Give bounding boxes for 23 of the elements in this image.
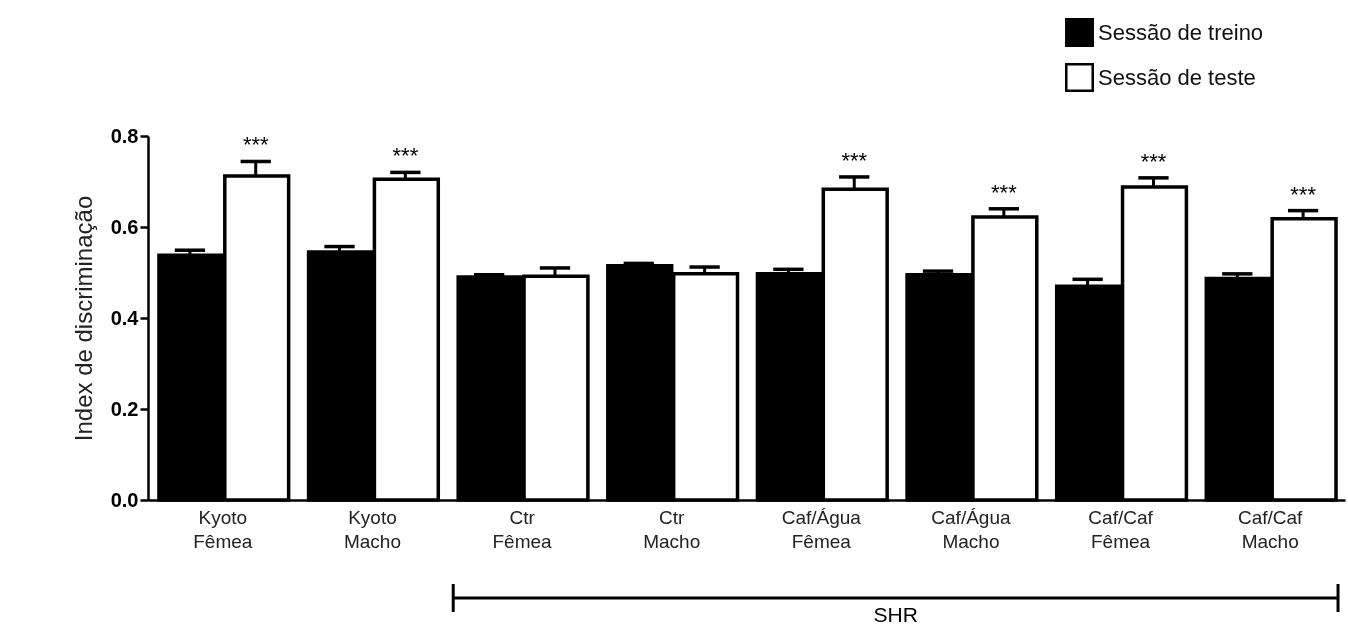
x-tick-label: Caf/Água Fêmea — [781, 506, 862, 552]
x-tick-label: Ctr Fêmea — [492, 506, 553, 552]
x-tick-label: Caf/Caf Macho — [1237, 506, 1304, 552]
annotation: *** — [991, 179, 1018, 205]
legend-label: Sessão de treino — [1098, 19, 1264, 45]
y-tick-label: 0.0 — [110, 488, 139, 511]
y-tick-label: 0.4 — [110, 306, 140, 329]
x-tick-label: Caf/Caf Fêmea — [1088, 506, 1154, 552]
annotation: *** — [1290, 181, 1317, 207]
legend-label: Sessão de teste — [1098, 64, 1256, 90]
x-tick-label: Caf/Água Macho — [931, 506, 1011, 552]
annotation: *** — [1140, 148, 1167, 174]
annotation: *** — [841, 147, 868, 173]
y-tick-label: 0.8 — [110, 124, 139, 147]
annotation: *** — [242, 132, 270, 158]
x-tick-label: Kyoto Fêmea — [193, 506, 253, 552]
y-axis-title: Index de discriminação — [69, 195, 97, 442]
text: SHR — [873, 603, 918, 626]
x-tick-label: Ctr Macho — [643, 506, 701, 552]
y-tick-label: 0.6 — [110, 215, 139, 238]
annotation: *** — [392, 143, 419, 169]
y-tick-label: 0.2 — [110, 397, 139, 420]
x-tick-label: Kyoto Macho — [343, 506, 401, 552]
